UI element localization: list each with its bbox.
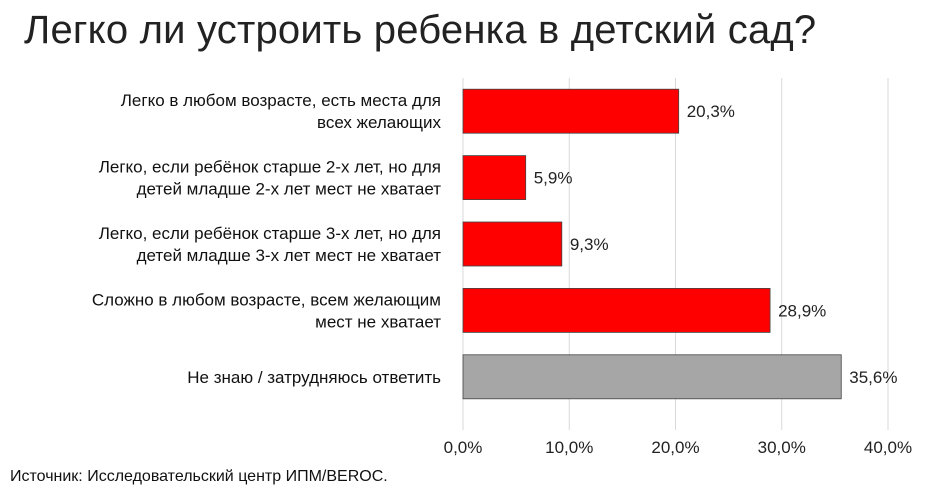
data-label: 20,3%: [687, 102, 735, 121]
category-label: Легко, если ребёнок старше 2-х лет, но д…: [99, 158, 441, 199]
bar: [462, 88, 680, 134]
category-label-line: Не знаю / затрудняюсь ответить: [187, 368, 441, 387]
data-label: 5,9%: [534, 169, 573, 188]
category-label-line: мест не хватает: [315, 312, 441, 331]
category-label: Легко в любом возрасте, есть места для вс…: [121, 91, 442, 132]
data-label: 28,9%: [778, 301, 826, 320]
category-label-line: всех желающих: [317, 113, 442, 132]
category-label-line: Легко, если ребёнок старше 3-х лет, но д…: [99, 224, 441, 243]
data-label: 9,3%: [570, 235, 609, 254]
x-tick-label: 0,0%: [444, 438, 483, 457]
data-label: 35,6%: [849, 368, 897, 387]
x-tick-label: 20,0%: [651, 438, 699, 457]
category-label-line: детей младше 2-х лет мест не хватает: [137, 180, 442, 199]
x-tick-label: 40,0%: [864, 438, 912, 457]
x-axis-ticks: 0,0% 10,0% 20,0% 30,0% 40,0%: [444, 438, 912, 457]
category-label-line: Легко в любом возрасте, есть места для: [121, 91, 441, 110]
category-label: Легко, если ребёнок старше 3-х лет, но д…: [99, 224, 441, 265]
source-note: Источник: Исследовательский центр ИПМ/BE…: [10, 468, 388, 485]
bars: [462, 88, 842, 400]
bar: [462, 221, 563, 267]
chart-title: Легко ли устроить ребенка в детский сад?: [24, 8, 817, 52]
category-label-line: Сложно в любом возрасте, всем желающим: [92, 290, 441, 309]
x-tick-label: 30,0%: [758, 438, 806, 457]
category-label: Сложно в любом возрасте, всем желающим ме…: [92, 290, 441, 331]
category-label-line: детей младше 3-х лет мест не хватает: [137, 246, 442, 265]
value-labels: 20,3% 5,9% 9,3% 28,9% 35,6%: [534, 102, 898, 387]
category-label-line: Легко, если ребёнок старше 2-х лет, но д…: [99, 158, 441, 177]
bar: [462, 155, 527, 201]
category-label: Не знаю / затрудняюсь ответить: [187, 368, 441, 387]
bar: [462, 354, 842, 400]
bar: [462, 287, 771, 333]
x-tick-label: 10,0%: [545, 438, 593, 457]
category-labels: Легко в любом возрасте, есть места для вс…: [92, 91, 442, 387]
